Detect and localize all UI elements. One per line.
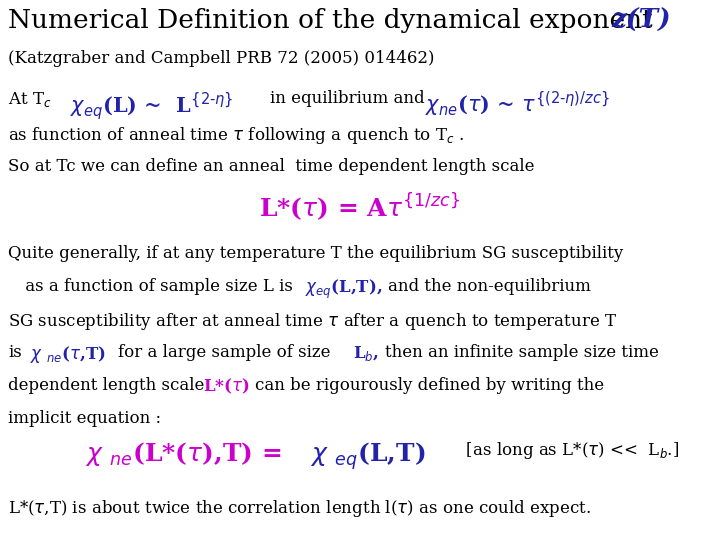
Text: implicit equation :: implicit equation : — [8, 410, 161, 427]
Text: $\chi$ $_{ne}$(L*($\tau$),T) =: $\chi$ $_{ne}$(L*($\tau$),T) = — [85, 440, 282, 468]
Text: Numerical Definition of the dynamical exponent: Numerical Definition of the dynamical ex… — [8, 8, 661, 33]
Text: (Katzgraber and Campbell PRB 72 (2005) 014462): (Katzgraber and Campbell PRB 72 (2005) 0… — [8, 50, 434, 67]
Text: in equilibrium and: in equilibrium and — [270, 90, 425, 107]
Text: $\chi_{eq}$(L) ~  L$^{\{2\text{-}\eta\}}$: $\chi_{eq}$(L) ~ L$^{\{2\text{-}\eta\}}$ — [70, 90, 233, 122]
Text: dependent length scale: dependent length scale — [8, 377, 204, 394]
Text: $\chi$ $_{ne}$($\tau$,T): $\chi$ $_{ne}$($\tau$,T) — [30, 344, 106, 365]
Text: z(T): z(T) — [611, 8, 670, 33]
Text: [as long as L*($\tau$) <<  L$_b$.]: [as long as L*($\tau$) << L$_b$.] — [450, 440, 679, 461]
Text: is: is — [8, 344, 22, 361]
Text: At T$_c$: At T$_c$ — [8, 90, 52, 109]
Text: L$_b$,: L$_b$, — [353, 344, 379, 363]
Text: L*($\tau$): L*($\tau$) — [203, 377, 250, 396]
Text: Quite generally, if at any temperature T the equilibrium SG susceptibility: Quite generally, if at any temperature T… — [8, 245, 624, 262]
Text: as function of anneal time $\tau$ following a quench to T$_c$ .: as function of anneal time $\tau$ follow… — [8, 125, 464, 146]
Text: $\chi_{eq}$(L,T),: $\chi_{eq}$(L,T), — [305, 278, 382, 301]
Text: for a large sample of size: for a large sample of size — [118, 344, 330, 361]
Text: L*($\tau$,T) is about twice the correlation length l($\tau$) as one could expect: L*($\tau$,T) is about twice the correlat… — [8, 498, 591, 519]
Text: can be rigourously defined by writing the: can be rigourously defined by writing th… — [255, 377, 604, 394]
Text: SG susceptibility after at anneal time $\tau$ after a quench to temperature T: SG susceptibility after at anneal time $… — [8, 311, 617, 332]
Text: and the non-equilibrium: and the non-equilibrium — [388, 278, 591, 295]
Text: $\chi_{ne}$($\tau$) ~ $\tau^{\{(2\text{-}\eta)/zc\}}$: $\chi_{ne}$($\tau$) ~ $\tau^{\{(2\text{-… — [425, 90, 610, 119]
Text: So at Tc we can define an anneal  time dependent length scale: So at Tc we can define an anneal time de… — [8, 158, 534, 175]
Text: as a function of sample size L is: as a function of sample size L is — [20, 278, 293, 295]
Text: L*($\tau$) = A$\tau^{\{1/zc\}}$: L*($\tau$) = A$\tau^{\{1/zc\}}$ — [259, 192, 461, 224]
Text: then an infinite sample size time: then an infinite sample size time — [385, 344, 659, 361]
Text: $\chi$ $_{eq}$(L,T): $\chi$ $_{eq}$(L,T) — [310, 440, 426, 472]
